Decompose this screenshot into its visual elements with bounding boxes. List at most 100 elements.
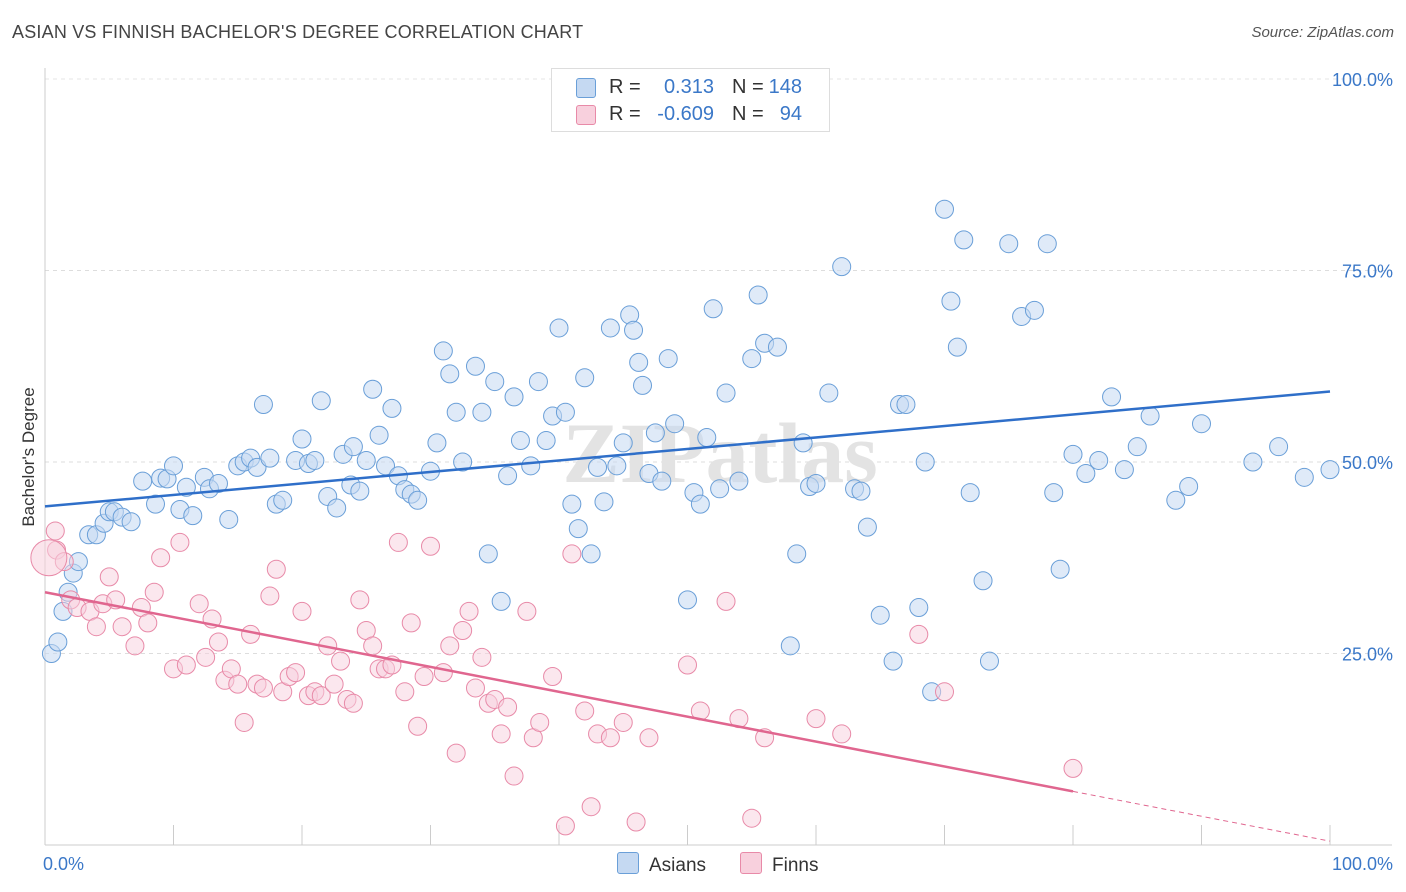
finn-point bbox=[440, 636, 460, 656]
axes bbox=[44, 68, 1392, 846]
asian-point bbox=[465, 356, 485, 376]
asian-point bbox=[806, 473, 826, 493]
legend-swatch-finns bbox=[576, 105, 596, 125]
finn-point bbox=[453, 621, 473, 641]
finn-point bbox=[446, 743, 466, 763]
asian-point bbox=[883, 651, 903, 671]
asian-point bbox=[350, 481, 370, 501]
finn-point bbox=[189, 594, 209, 614]
asian-point bbox=[716, 383, 736, 403]
asian-point bbox=[629, 352, 649, 372]
asian-point bbox=[247, 457, 267, 477]
asian-point bbox=[851, 481, 871, 501]
asian-point bbox=[678, 590, 697, 610]
finn-point bbox=[581, 797, 601, 817]
asian-point bbox=[935, 199, 954, 219]
asian-point bbox=[947, 337, 967, 357]
asians-series bbox=[41, 199, 1340, 702]
finn-point bbox=[575, 701, 595, 721]
asian-point bbox=[690, 494, 710, 514]
asian-point bbox=[915, 452, 935, 472]
finn-point bbox=[86, 617, 106, 637]
asian-point bbox=[208, 473, 228, 493]
finn-point bbox=[421, 536, 440, 556]
asian-point bbox=[1166, 490, 1186, 510]
asian-point bbox=[253, 395, 273, 415]
finn-point bbox=[626, 812, 646, 832]
finn-point bbox=[459, 601, 479, 621]
legend-swatch-finns bbox=[740, 852, 762, 874]
finns-trend-line bbox=[44, 590, 1074, 793]
x-tick-label: 100.0% bbox=[1332, 854, 1393, 874]
finn-point bbox=[196, 647, 216, 667]
asian-point bbox=[896, 395, 916, 415]
asian-point bbox=[472, 402, 492, 422]
finn-point bbox=[112, 617, 132, 637]
asian-point bbox=[176, 477, 196, 497]
asian-point bbox=[748, 285, 768, 305]
finn-point bbox=[498, 697, 518, 717]
finn-point bbox=[806, 709, 826, 729]
finn-point bbox=[343, 693, 363, 713]
legend-n-value: 148 bbox=[768, 76, 802, 98]
asian-point bbox=[1024, 300, 1044, 320]
asian-point bbox=[588, 457, 608, 477]
asian-point bbox=[575, 368, 595, 388]
legend-row-finns: R = -0.609 N = 94 bbox=[552, 102, 829, 128]
finn-point bbox=[311, 686, 331, 706]
asian-point bbox=[382, 398, 402, 418]
legend-r-label: R = bbox=[609, 103, 641, 125]
asian-point bbox=[453, 452, 473, 472]
asian-point bbox=[133, 471, 153, 491]
asian-point bbox=[528, 372, 548, 392]
finn-point bbox=[742, 808, 762, 828]
y-tick-label: 25.0% bbox=[1342, 645, 1393, 665]
legend-label-finns: Finns bbox=[772, 855, 819, 876]
asian-point bbox=[568, 519, 588, 539]
finn-point bbox=[151, 548, 171, 568]
finn-point bbox=[138, 613, 158, 633]
y-axis-label: Bachelor's Degree bbox=[19, 387, 38, 526]
asian-point bbox=[305, 450, 325, 470]
asian-point bbox=[581, 544, 601, 564]
finn-point bbox=[408, 716, 428, 736]
legend-n-label: N = bbox=[732, 76, 764, 98]
asian-point bbox=[433, 341, 453, 361]
asian-point bbox=[121, 512, 141, 532]
finn-point bbox=[363, 636, 383, 656]
finn-point bbox=[414, 666, 434, 686]
finn-point bbox=[613, 712, 633, 732]
asian-point bbox=[446, 402, 466, 422]
finn-point bbox=[208, 632, 228, 652]
finn-point bbox=[517, 601, 537, 621]
series-legend: Asians Finns bbox=[0, 852, 1406, 878]
finn-point bbox=[388, 532, 408, 552]
asian-point bbox=[292, 429, 312, 449]
finn-point bbox=[324, 674, 344, 694]
legend-row-asians: R = 0.313 N = 148 bbox=[552, 75, 829, 101]
finn-point bbox=[562, 544, 582, 564]
asian-point bbox=[555, 402, 575, 422]
finn-point bbox=[472, 647, 492, 667]
finn-point bbox=[125, 636, 145, 656]
asian-point bbox=[941, 291, 961, 311]
finn-point bbox=[530, 712, 550, 732]
legend-r-value: -0.609 bbox=[657, 103, 714, 125]
finn-point bbox=[253, 678, 273, 698]
legend-n-value: 94 bbox=[779, 103, 802, 125]
asian-point bbox=[485, 372, 505, 392]
asian-point bbox=[562, 494, 582, 514]
asian-point bbox=[832, 257, 852, 277]
grid-lines bbox=[45, 78, 1392, 654]
asian-point bbox=[710, 479, 730, 499]
asian-point bbox=[1102, 387, 1122, 407]
asian-point bbox=[697, 427, 717, 447]
asian-point bbox=[1127, 437, 1147, 457]
y-tick-label: 50.0% bbox=[1342, 453, 1393, 473]
finn-point bbox=[543, 666, 563, 686]
asian-point bbox=[624, 320, 644, 340]
finn-point bbox=[228, 674, 248, 694]
finn-point bbox=[170, 532, 190, 552]
asian-point bbox=[909, 598, 929, 618]
asian-point bbox=[164, 456, 183, 476]
